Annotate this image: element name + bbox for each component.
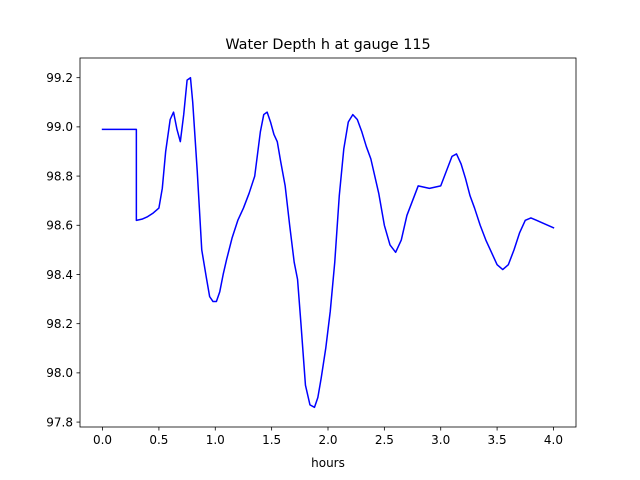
plot-area — [101, 76, 555, 409]
x-tick-label: 3.0 — [431, 433, 450, 447]
y-tick-label: 98.8 — [46, 169, 73, 183]
y-tick-label: 97.8 — [46, 415, 73, 429]
series-line — [101, 76, 555, 409]
chart-title: Water Depth h at gauge 115 — [225, 37, 430, 53]
x-tick-label: 4.0 — [544, 433, 563, 447]
axes-frame — [79, 57, 577, 428]
x-tick-label: 2.0 — [318, 433, 337, 447]
x-tick-label: 0.0 — [93, 433, 112, 447]
y-tick-label: 99.2 — [46, 71, 73, 85]
y-tick-label: 98.0 — [46, 366, 73, 380]
y-tick-label: 98.2 — [46, 317, 73, 331]
y-axis-ticks: 97.8 98.0 98.2 98.4 98.6 98.8 99.0 99.2 — [46, 71, 80, 429]
y-tick-label: 98.6 — [46, 219, 73, 233]
x-axis-label: hours — [311, 456, 345, 470]
x-tick-label: 0.5 — [149, 433, 168, 447]
x-tick-label: 1.0 — [206, 433, 225, 447]
y-tick-label: 98.4 — [46, 268, 73, 282]
x-tick-label: 3.5 — [488, 433, 507, 447]
x-tick-label: 1.5 — [262, 433, 281, 447]
axes — [79, 57, 577, 428]
x-axis-ticks: 0.0 0.5 1.0 1.5 2.0 2.5 3.0 3.5 4.0 — [93, 427, 563, 447]
x-tick-label: 2.5 — [375, 433, 394, 447]
y-tick-label: 99.0 — [46, 120, 73, 134]
